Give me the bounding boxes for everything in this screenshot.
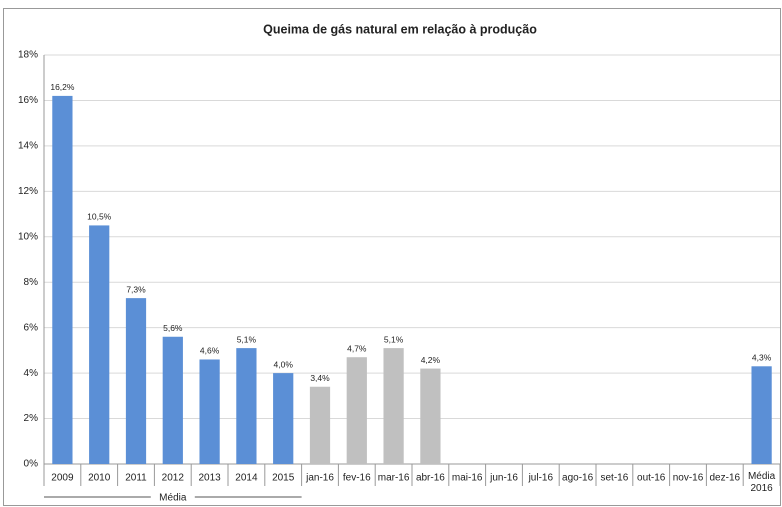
bar (199, 359, 220, 464)
x-tick-label: out-16 (637, 473, 666, 484)
value-label: 5,1% (384, 334, 404, 344)
y-tick-label: 0% (24, 459, 39, 470)
y-tick-label: 2% (24, 413, 39, 424)
x-tick-label: 2012 (162, 473, 185, 484)
bar (162, 336, 183, 464)
y-tick-label: 8% (24, 277, 39, 288)
x-tick-label: 2013 (198, 473, 221, 484)
value-label: 3,4% (310, 373, 330, 383)
bar (273, 373, 294, 464)
y-tick-label: 18% (18, 50, 38, 61)
bar (383, 348, 404, 464)
value-label: 10,5% (87, 212, 112, 222)
x-tick-label: mar-16 (378, 473, 410, 484)
x-tick-label: 2009 (51, 473, 74, 484)
x-tick-label: 2014 (235, 473, 258, 484)
chart-title: Queima de gás natural em relação à produ… (263, 22, 537, 36)
value-label: 4,0% (274, 359, 294, 369)
bar (52, 95, 73, 465)
x-tick-label: jul-16 (528, 473, 554, 484)
y-tick-label: 14% (18, 141, 38, 152)
bar (125, 298, 147, 464)
group-label: Média (159, 493, 187, 504)
bar (751, 366, 772, 464)
value-label: 5,1% (237, 334, 257, 344)
x-tick-label: ago-16 (562, 473, 594, 484)
y-tick-label: 16% (18, 95, 38, 106)
x-tick-label: mai-16 (452, 473, 483, 484)
chart-border (3, 8, 781, 506)
value-label: 4,7% (347, 343, 367, 353)
x-tick-label: fev-16 (343, 473, 371, 484)
bar (346, 357, 367, 464)
x-tick-label: 2010 (88, 473, 111, 484)
x-tick-label: nov-16 (673, 473, 704, 484)
y-tick-label: 12% (18, 186, 38, 197)
x-tick-label: 2015 (272, 473, 295, 484)
bar (89, 225, 110, 464)
bar (309, 386, 331, 464)
y-tick-label: 4% (24, 368, 39, 379)
x-tick-label: abr-16 (416, 473, 445, 484)
y-tick-label: 6% (24, 322, 39, 333)
x-tick-label: dez-16 (710, 473, 741, 484)
value-label: 5,6% (163, 323, 183, 333)
x-tick-label: 2011 (125, 473, 147, 484)
y-tick-label: 10% (18, 231, 38, 242)
bar (420, 368, 441, 464)
value-label: 7,3% (126, 284, 146, 294)
value-label: 4,3% (752, 353, 772, 363)
x-tick-label: set-16 (601, 473, 629, 484)
x-tick-label: jun-16 (489, 473, 518, 484)
value-label: 16,2% (50, 82, 75, 92)
value-label: 4,6% (200, 346, 220, 356)
value-label: 4,2% (421, 355, 441, 365)
bar (236, 348, 257, 464)
x-tick-label: Média 2016 (748, 471, 776, 494)
x-tick-label: jan-16 (305, 473, 334, 484)
